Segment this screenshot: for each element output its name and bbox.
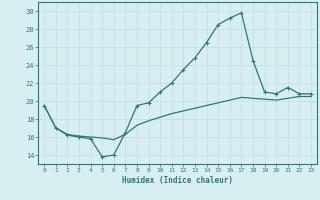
X-axis label: Humidex (Indice chaleur): Humidex (Indice chaleur): [122, 176, 233, 185]
